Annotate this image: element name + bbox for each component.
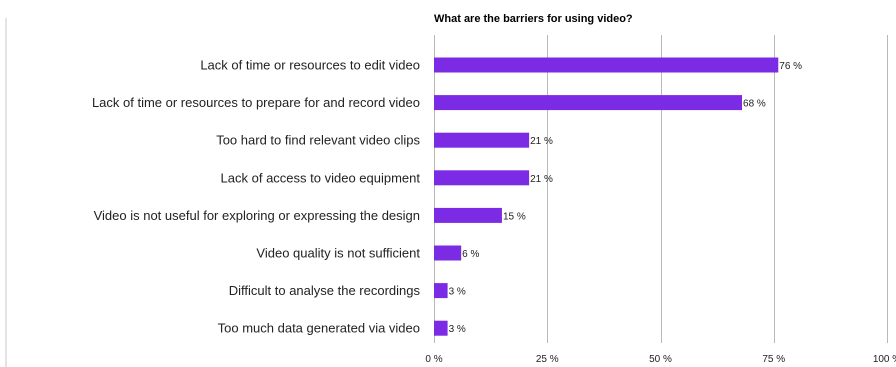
value-label: 15 % bbox=[503, 211, 526, 222]
bar bbox=[434, 95, 743, 111]
x-tick-label: 0 % bbox=[425, 354, 442, 365]
x-tick-label: 25 % bbox=[536, 354, 559, 365]
grid-lines bbox=[434, 35, 888, 343]
value-label: 68 % bbox=[743, 99, 766, 110]
category-label: Too much data generated via video bbox=[218, 321, 420, 336]
value-label: 21 % bbox=[530, 174, 553, 185]
chart-title: What are the barriers for using video? bbox=[434, 13, 633, 25]
value-labels: 76 % 68 % 21 % 21 % 15 % 6 % 3 % 3 % bbox=[449, 61, 803, 335]
x-tick-label: 75 % bbox=[762, 354, 785, 365]
bar bbox=[434, 207, 502, 223]
bars bbox=[434, 57, 779, 336]
category-label: Lack of time or resources to edit video bbox=[200, 58, 420, 73]
category-label: Lack of time or resources to prepare for… bbox=[92, 95, 420, 110]
bar bbox=[434, 283, 448, 299]
bar bbox=[434, 132, 530, 148]
value-label: 76 % bbox=[779, 61, 802, 72]
bar bbox=[434, 320, 448, 336]
bar bbox=[434, 245, 462, 261]
x-tick-label: 100 % bbox=[873, 354, 896, 365]
value-label: 21 % bbox=[530, 136, 553, 147]
category-label: Lack of access to video equipment bbox=[221, 170, 421, 185]
category-label: Difficult to analyse the recordings bbox=[229, 283, 421, 298]
value-label: 6 % bbox=[462, 249, 479, 260]
bar bbox=[434, 57, 779, 73]
value-label: 3 % bbox=[449, 324, 466, 335]
category-labels: Lack of time or resources to edit video L… bbox=[92, 58, 421, 336]
x-tick-labels: 0 % 25 % 50 % 75 % 100 % bbox=[425, 354, 896, 365]
value-label: 3 % bbox=[449, 287, 466, 298]
bar bbox=[434, 170, 530, 186]
category-label: Video quality is not sufficient bbox=[256, 246, 420, 261]
category-label: Video is not useful for exploring or exp… bbox=[94, 208, 420, 223]
x-tick-label: 50 % bbox=[649, 354, 672, 365]
category-label: Too hard to find relevant video clips bbox=[216, 133, 420, 148]
